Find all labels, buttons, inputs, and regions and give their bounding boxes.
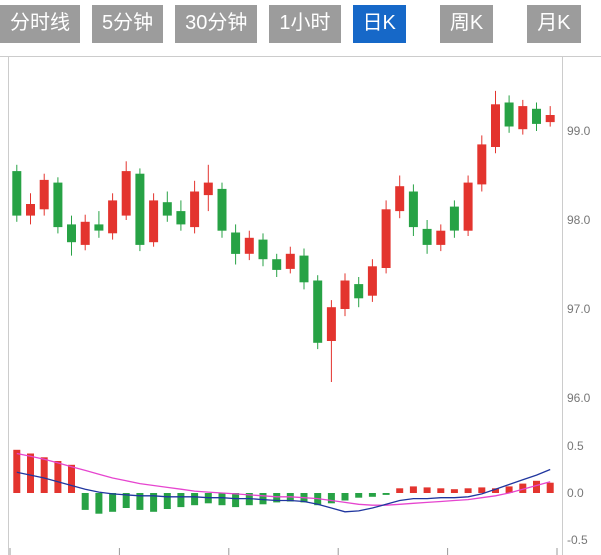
candle-body	[272, 259, 282, 270]
macd-bar	[341, 493, 349, 501]
macd-bar	[478, 487, 486, 493]
macd-bar	[27, 453, 34, 493]
macd-bar	[136, 493, 144, 510]
macd-bar	[492, 488, 499, 493]
macd-bar	[259, 493, 267, 505]
macd-bar	[163, 493, 171, 509]
candle-body	[504, 102, 514, 127]
macd-bar	[13, 449, 21, 493]
candle-body	[340, 280, 350, 309]
candle-body	[108, 200, 118, 234]
dea-line	[16, 452, 551, 506]
candle-body	[121, 171, 131, 216]
candle-body	[244, 237, 254, 254]
tab-timeline[interactable]: 分时线	[0, 5, 80, 43]
tab-daily-k[interactable]: 日K	[352, 5, 406, 43]
macd-bar	[177, 493, 185, 508]
candle-body	[39, 179, 49, 210]
macd-bar	[505, 486, 513, 493]
macd-bar	[109, 493, 117, 512]
macd-bar	[423, 487, 431, 493]
tab-monthly-k[interactable]: 月K	[527, 5, 581, 43]
candle-body	[176, 211, 186, 225]
price-axis-label: 97.0	[567, 302, 591, 316]
candle-body	[217, 188, 227, 231]
candle-body	[518, 106, 528, 130]
candle-body	[449, 206, 459, 231]
interval-tabbar: 分时线 5分钟 30分钟 1小时 日K 周K 月K	[0, 5, 601, 43]
candle-body	[67, 224, 76, 243]
macd-bar	[546, 482, 554, 493]
macd-bar	[437, 488, 445, 493]
macd-bar	[81, 493, 89, 510]
candle-body	[422, 228, 432, 245]
candle-body	[285, 253, 295, 269]
candle-body	[53, 182, 63, 228]
candle-body	[367, 266, 377, 296]
candle-body	[326, 307, 336, 341]
candle-body	[395, 186, 405, 212]
price-axis-label: 96.0	[567, 391, 591, 405]
candle-body	[354, 284, 364, 299]
candle-body	[94, 224, 104, 231]
macd-bar	[450, 489, 458, 493]
macd-bar	[273, 493, 281, 503]
macd-bar	[368, 493, 376, 497]
macd-bar	[409, 486, 417, 493]
candle-body	[477, 144, 487, 185]
candle-body	[149, 200, 159, 243]
macd-bar	[191, 493, 199, 506]
macd-axis-label: 0.5	[567, 439, 584, 453]
diff-line	[16, 468, 551, 513]
candle-body	[135, 173, 145, 245]
candle-body	[381, 209, 391, 268]
macd-bar	[150, 493, 158, 512]
candle-body	[231, 232, 241, 254]
candle-body	[26, 204, 35, 216]
candle-body	[258, 239, 268, 260]
macd-bar	[232, 493, 240, 508]
candle-body	[491, 104, 500, 147]
macd-bar	[54, 461, 62, 493]
candle-body	[545, 115, 555, 123]
candle-body	[408, 191, 418, 228]
macd-bar	[533, 480, 540, 493]
macd-bar	[396, 488, 404, 493]
macd-bar	[519, 483, 527, 493]
candle-body	[313, 280, 323, 343]
macd-bar	[68, 464, 75, 493]
tab-weekly-k[interactable]: 周K	[439, 5, 494, 43]
chart-area: 99.0 98.0 97.0 96.0 0.5 0.0 -0.5	[0, 56, 601, 555]
candle-body	[299, 255, 309, 283]
tab-1hour[interactable]: 1小时	[269, 5, 341, 43]
macd-bar	[382, 493, 390, 495]
candlestick-macd-chart[interactable]: 99.0 98.0 97.0 96.0 0.5 0.0 -0.5	[0, 56, 601, 555]
macd-bar	[327, 493, 335, 504]
candle-body	[162, 202, 172, 216]
tab-30min[interactable]: 30分钟	[175, 5, 258, 43]
macd-bar	[218, 493, 226, 506]
macd-bar	[40, 457, 48, 493]
candle-body	[190, 191, 200, 228]
price-axis-label: 98.0	[567, 213, 591, 227]
candle-body	[12, 171, 22, 216]
candle-body	[203, 182, 213, 196]
candle-body	[80, 221, 90, 245]
candle-body	[463, 182, 473, 231]
candle-body	[532, 108, 541, 124]
macd-axis-label: -0.5	[567, 533, 588, 547]
candle-body	[436, 230, 446, 245]
macd-bar	[355, 493, 363, 498]
macd-bar	[122, 493, 130, 508]
macd-bar	[464, 488, 472, 493]
macd-axis-label: 0.0	[567, 486, 584, 500]
macd-bar	[95, 493, 103, 514]
price-axis-label: 99.0	[567, 124, 591, 138]
tab-5min[interactable]: 5分钟	[92, 5, 164, 43]
